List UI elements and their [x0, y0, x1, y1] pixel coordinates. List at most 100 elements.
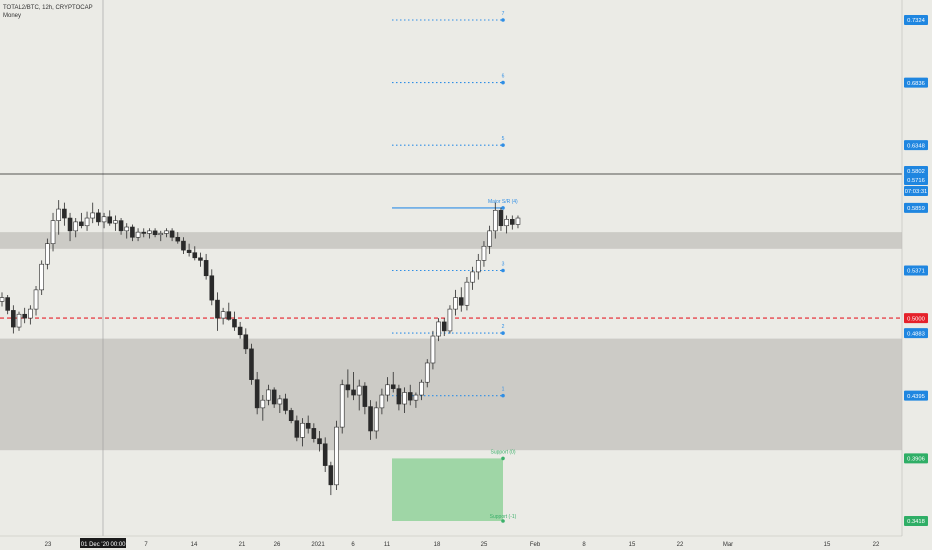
crosshair-date-tag: [80, 538, 110, 548]
price-tag-label: 0.5802: [907, 169, 925, 175]
candle-body: [458, 297, 464, 306]
price-tag: [904, 77, 928, 88]
candle-body: [305, 422, 311, 429]
candle-body: [436, 321, 441, 337]
level-handle-7: [501, 393, 505, 398]
candle-body: [203, 260, 209, 277]
candle-body: [107, 216, 113, 224]
level-label-6: 2: [502, 324, 505, 330]
candle-body: [45, 243, 50, 265]
candle-body: [322, 443, 328, 466]
candle-body: [260, 399, 266, 409]
level-handle-5: [501, 268, 505, 273]
price-tag: [904, 166, 928, 176]
time-tick: 26: [274, 542, 281, 548]
candle-body: [96, 212, 101, 223]
candle-body: [101, 216, 107, 223]
candle-body: [220, 311, 226, 319]
price-tag-label: 07:03:31: [905, 189, 928, 195]
time-tick: 2021: [311, 542, 325, 548]
price-tag: [904, 313, 928, 324]
candle-body: [311, 428, 317, 439]
candle-body: [390, 384, 396, 389]
time-tick: 11: [384, 542, 391, 548]
candle-body: [90, 212, 96, 219]
time-tick: 7: [144, 542, 148, 548]
candle-body: [351, 389, 356, 396]
time-tick: Feb: [530, 542, 541, 548]
candle-body: [192, 252, 198, 259]
candle-body: [130, 226, 135, 238]
crosshair-date: 01 Dec '20: [81, 542, 110, 548]
candle-body: [209, 275, 215, 301]
candle-body: [158, 233, 164, 236]
candle-body: [453, 297, 458, 310]
candle-body: [249, 348, 254, 380]
support-label-1: Support (0): [490, 449, 515, 455]
candle-body: [5, 297, 10, 311]
candle-body: [487, 230, 492, 247]
zone-2: [0, 338, 902, 451]
price-tag-label: 0.6348: [907, 143, 925, 149]
candle-body: [118, 220, 124, 232]
price-tag-label: 0.3906: [907, 457, 925, 463]
time-axis: [0, 536, 902, 550]
price-tag: [904, 140, 928, 151]
candle-body: [504, 219, 509, 227]
candle-body: [339, 384, 345, 428]
indicator-name[interactable]: Money: [3, 13, 22, 19]
candle-body: [328, 465, 334, 486]
candle-body: [294, 420, 300, 438]
time-tick: 25: [481, 542, 488, 548]
candle-body: [0, 297, 5, 302]
candle-body: [334, 426, 339, 486]
time-tick: 18: [434, 542, 441, 548]
price-tag: [904, 390, 928, 401]
crosshair-time: 00:00: [110, 542, 126, 548]
time-tick: 14: [191, 542, 198, 548]
candle-body: [243, 334, 249, 350]
candle-body: [67, 217, 73, 232]
candle-body: [181, 240, 186, 251]
candle-body: [198, 257, 203, 261]
candle-body: [300, 422, 305, 438]
candle-body: [113, 220, 118, 224]
candle-body: [50, 220, 56, 244]
price-tag-label: 0.5716: [907, 178, 925, 184]
time-tick: 8: [582, 542, 586, 548]
level-label-2: 6: [502, 74, 505, 80]
candle-body: [271, 389, 277, 405]
price-tag-label: 0.3418: [907, 519, 925, 525]
candle-body: [385, 384, 390, 396]
candle-body: [226, 311, 232, 320]
candle-body: [237, 326, 243, 336]
support-handle-1: [501, 456, 505, 461]
candle-body: [368, 406, 373, 432]
candle-body: [283, 398, 288, 411]
candle-body: [441, 321, 447, 332]
price-tag: [904, 265, 928, 276]
support-handle-2: [501, 519, 505, 523]
candle-body: [152, 230, 158, 236]
candle-body: [141, 231, 147, 234]
candle-body: [277, 398, 283, 405]
time-tick: 15: [824, 542, 831, 548]
time-tick: 21: [239, 542, 246, 548]
time-tick: 22: [677, 542, 684, 548]
candle-body: [79, 221, 84, 227]
time-tick: Mar: [723, 542, 733, 548]
candle-body: [345, 384, 351, 391]
candle-body: [419, 381, 424, 396]
price-tag-label: 0.4395: [907, 394, 925, 400]
price-tag: [904, 328, 928, 339]
candle-body: [464, 281, 470, 306]
candle-body: [407, 392, 413, 401]
candle-body: [447, 308, 453, 332]
candle-body: [147, 230, 152, 234]
candle-body: [424, 362, 430, 383]
price-tag-label: 0.5371: [907, 269, 925, 275]
price-tag: [904, 175, 928, 185]
candle-body: [288, 410, 294, 421]
